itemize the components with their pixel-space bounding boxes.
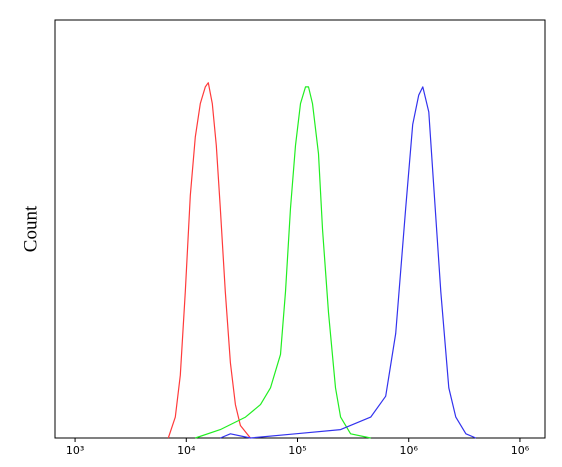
histogram-line bbox=[220, 86, 477, 439]
x-tick-label: 10⁵ bbox=[288, 444, 306, 457]
x-tick-label: 10⁶ bbox=[400, 444, 419, 457]
y-axis-label: Count bbox=[20, 205, 41, 252]
x-tick-label: 10³ bbox=[66, 444, 84, 457]
x-tick-label: 10⁶ bbox=[511, 444, 530, 457]
histogram-line bbox=[167, 82, 251, 439]
x-tick-label: 10⁴ bbox=[177, 444, 196, 457]
plot-frame bbox=[54, 19, 546, 439]
histogram-line bbox=[195, 86, 371, 439]
